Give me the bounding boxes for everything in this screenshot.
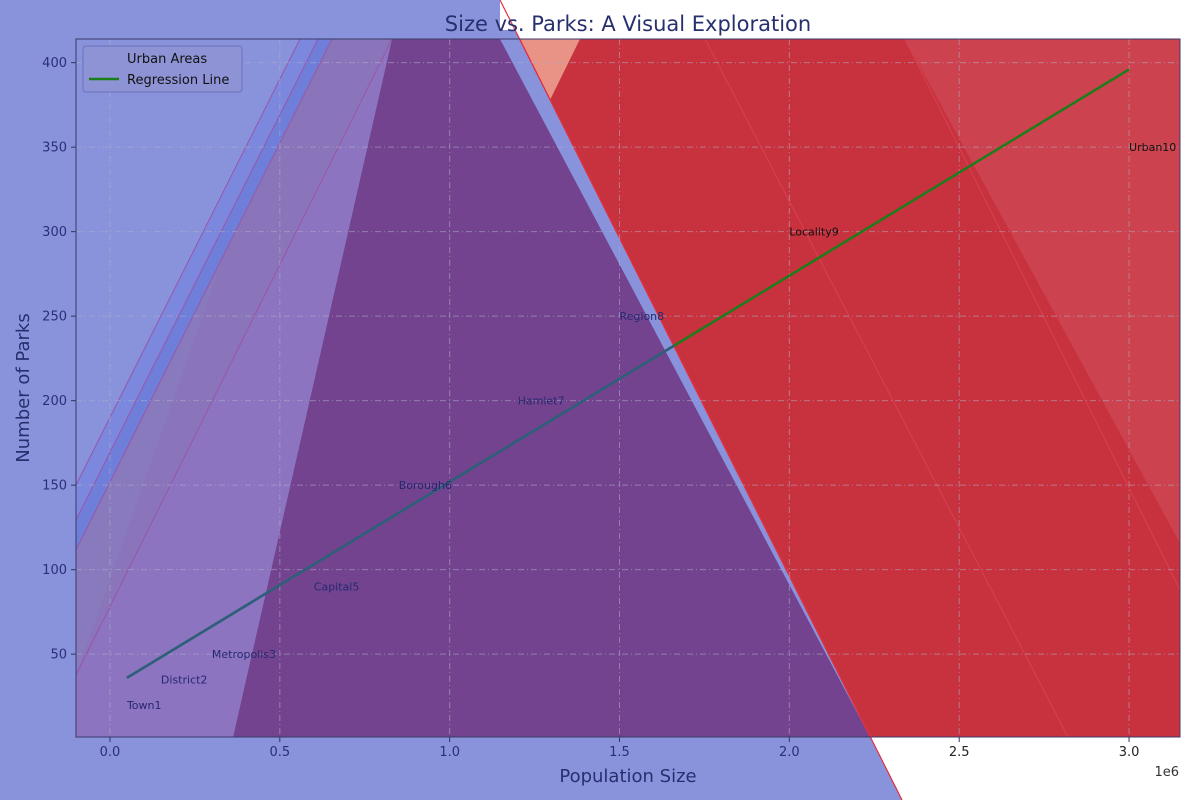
point-label: Capital5 bbox=[314, 581, 360, 594]
axes-fill-layer bbox=[76, 0, 1200, 800]
legend: Urban Areas Regression Line bbox=[83, 46, 242, 92]
legend-urban-areas-label: Urban Areas bbox=[127, 52, 207, 67]
point-label: Metropolis3 bbox=[212, 648, 276, 661]
x-tick-label: 2.0 bbox=[779, 745, 800, 760]
x-tick-label: 0.0 bbox=[100, 745, 121, 760]
y-axis-label: Number of Parks bbox=[13, 313, 34, 462]
x-tick-label: 1.0 bbox=[439, 745, 460, 760]
point-label: Borough6 bbox=[399, 479, 452, 492]
y-tick-label: 400 bbox=[42, 56, 67, 71]
y-tick-label: 50 bbox=[50, 648, 67, 663]
point-label: District2 bbox=[161, 674, 208, 687]
x-tick-label: 3.0 bbox=[1119, 745, 1140, 760]
x-offset-label: 1e6 bbox=[1154, 765, 1179, 780]
x-axis-label: Population Size bbox=[559, 766, 696, 787]
y-tick-label: 150 bbox=[42, 479, 67, 494]
point-label: Urban10 bbox=[1129, 141, 1176, 154]
y-tick-label: 200 bbox=[42, 394, 67, 409]
y-tick-label: 300 bbox=[42, 225, 67, 240]
point-label: Locality9 bbox=[789, 226, 838, 239]
x-tick-label: 2.5 bbox=[949, 745, 970, 760]
point-label: Town1 bbox=[126, 699, 162, 712]
y-tick-label: 250 bbox=[42, 310, 67, 325]
point-label: Hamlet7 bbox=[518, 395, 565, 408]
legend-regression-label: Regression Line bbox=[127, 73, 229, 88]
x-tick-label: 1.5 bbox=[609, 745, 630, 760]
y-tick-label: 350 bbox=[42, 141, 67, 156]
chart-title: Size vs. Parks: A Visual Exploration bbox=[445, 12, 811, 36]
y-tick-label: 100 bbox=[42, 563, 67, 578]
x-tick-label: 0.5 bbox=[269, 745, 290, 760]
point-label: Region8 bbox=[620, 310, 665, 323]
